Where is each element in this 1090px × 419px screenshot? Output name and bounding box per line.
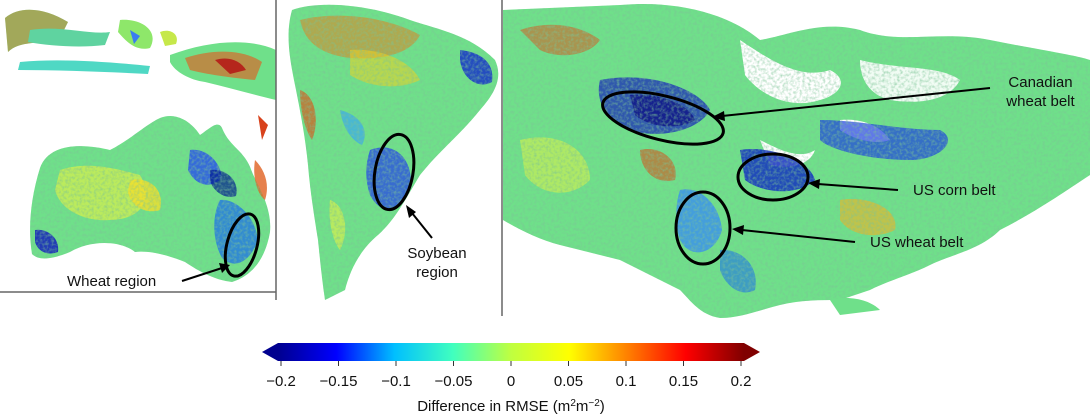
us-corn-belt-ellipse <box>736 152 810 202</box>
colorbar-high-extend <box>744 343 760 361</box>
colorbar-ticks: −0.2 −0.15 −0.1 −0.05 0 0.05 0.1 0.15 0.2 <box>266 361 751 390</box>
colorbar-label-end: ) <box>600 398 605 415</box>
north-america-panel <box>503 4 1090 318</box>
us-corn-belt-arrow <box>808 179 899 191</box>
map-panels <box>0 0 1090 318</box>
indonesia-islands <box>5 9 276 100</box>
colorbar-low-extend <box>262 343 278 361</box>
us-wheat-belt-arrow <box>732 225 856 243</box>
annotation-canadian-wheat-belt: Canadian wheat belt <box>993 73 1088 111</box>
annotation-soybean-line2: region <box>416 264 458 281</box>
canadian-wheat-belt-ellipse <box>601 90 725 146</box>
colorbar-label-sup1: 2 <box>570 398 576 409</box>
annotation-us-corn-belt: US corn belt <box>913 182 996 199</box>
colorbar-label-sup2: −2 <box>588 398 600 409</box>
wheat-region-ellipse <box>223 212 261 278</box>
colorbar-label-main: Difference in RMSE (m <box>417 398 570 415</box>
colorbar-bar <box>278 343 744 361</box>
south-america-panel <box>288 4 499 300</box>
soybean-region-ellipse <box>372 132 416 212</box>
annotation-wheat-region: Wheat region <box>67 273 157 290</box>
annotation-canadian-line2: wheat belt <box>1006 93 1075 110</box>
colorbar-tick-label: −0.05 <box>435 373 473 390</box>
annotation-soybean-region: Soybean region <box>402 244 472 282</box>
canadian-wheat-belt-arrow <box>712 87 991 121</box>
us-wheat-belt-ellipse <box>674 190 732 266</box>
colorbar-label-mid: m <box>576 398 589 415</box>
wheat-region-arrow <box>181 263 230 282</box>
colorbar-tick-label: 0.2 <box>731 373 752 390</box>
annotation-soybean-line1: Soybean <box>407 245 467 262</box>
soybean-region-arrow <box>406 205 433 239</box>
colorbar-tick-label: 0.05 <box>554 373 583 390</box>
colorbar-tick-label: 0 <box>507 373 515 390</box>
australia-landmass <box>30 115 271 282</box>
colorbar-tick-label: −0.2 <box>266 373 296 390</box>
australia-panel <box>5 9 276 282</box>
colorbar-tick-label: −0.1 <box>381 373 411 390</box>
colorbar-label: Difference in RMSE (m2m−2) <box>417 398 605 416</box>
annotation-canadian-line1: Canadian <box>1008 74 1073 91</box>
colorbar-tick-label: 0.1 <box>616 373 637 390</box>
colorbar-tick-label: 0.15 <box>669 373 698 390</box>
annotation-us-wheat-belt: US wheat belt <box>870 234 964 251</box>
colorbar-tick-label: −0.15 <box>320 373 358 390</box>
